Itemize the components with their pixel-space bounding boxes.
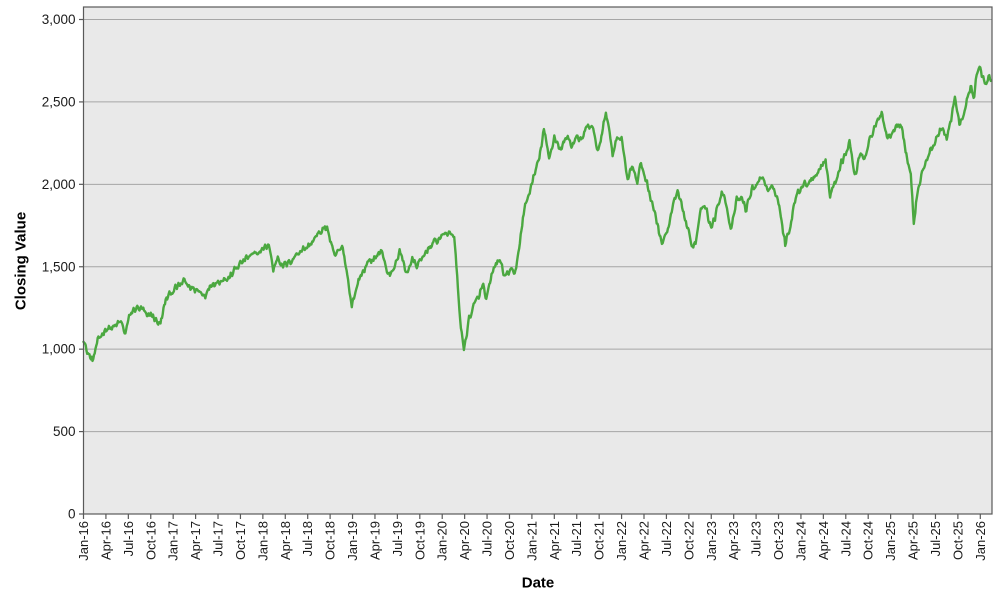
x-tick-label: Oct-19 xyxy=(412,521,427,560)
x-tick-label: Apr-18 xyxy=(278,521,293,560)
x-tick-label: Oct-25 xyxy=(950,521,965,560)
x-tick-label: Jan-19 xyxy=(345,521,360,561)
y-axis-title: Closing Value xyxy=(12,211,30,311)
y-tick-label: 2,000 xyxy=(42,177,76,192)
x-tick-label: Jan-17 xyxy=(166,521,181,561)
x-tick-label: Oct-20 xyxy=(502,521,517,560)
x-tick-label: Jan-18 xyxy=(255,521,270,561)
x-tick-label: Apr-21 xyxy=(547,521,562,560)
y-tick-label: 2,500 xyxy=(42,94,76,109)
x-tick-label: Jul-19 xyxy=(390,521,405,556)
x-tick-label: Apr-17 xyxy=(188,521,203,560)
x-tick-label: Jan-16 xyxy=(76,521,91,561)
x-tick-label: Oct-16 xyxy=(143,521,158,560)
x-tick-label: Jul-18 xyxy=(300,521,315,556)
x-tick-label: Jan-21 xyxy=(524,521,539,561)
x-tick-label: Jul-17 xyxy=(211,521,226,556)
x-tick-label: Oct-22 xyxy=(681,521,696,560)
x-tick-label: Jul-22 xyxy=(659,521,674,556)
x-tick-label: Oct-21 xyxy=(592,521,607,560)
y-tick-label: 1,000 xyxy=(42,342,76,357)
x-tick-label: Apr-23 xyxy=(726,521,741,560)
x-tick-label: Apr-20 xyxy=(457,521,472,560)
x-tick-label: Jan-20 xyxy=(435,521,450,561)
y-tick-label: 500 xyxy=(53,424,76,439)
y-tick-label: 0 xyxy=(68,507,76,522)
x-tick-label: Jan-26 xyxy=(973,521,988,561)
x-tick-label: Jul-25 xyxy=(928,521,943,556)
x-tick-label: Jan-23 xyxy=(704,521,719,561)
plot-area-background xyxy=(83,7,992,514)
x-tick-label: Jan-22 xyxy=(614,521,629,561)
x-tick-label: Apr-22 xyxy=(637,521,652,560)
x-axis-title: Date xyxy=(521,574,555,592)
x-tick-label: Jul-24 xyxy=(838,521,853,556)
x-tick-label: Apr-19 xyxy=(367,521,382,560)
y-tick-label: 1,500 xyxy=(42,259,76,274)
x-tick-label: Jul-23 xyxy=(749,521,764,556)
x-tick-label: Apr-24 xyxy=(816,521,831,560)
x-tick-label: Oct-18 xyxy=(323,521,338,560)
x-tick-label: Apr-16 xyxy=(98,521,113,560)
x-tick-label: Apr-25 xyxy=(906,521,921,560)
x-tick-label: Jul-16 xyxy=(121,521,136,556)
x-tick-label: Oct-23 xyxy=(771,521,786,560)
y-tick-label: 3,000 xyxy=(42,12,76,27)
x-tick-label: Jul-20 xyxy=(480,521,495,556)
x-tick-label: Jan-24 xyxy=(793,521,808,561)
x-tick-label: Jan-25 xyxy=(883,521,898,561)
plot-border xyxy=(82,6,993,515)
x-tick-label: Oct-24 xyxy=(861,521,876,560)
x-tick-label: Jul-21 xyxy=(569,521,584,556)
x-tick-label: Oct-17 xyxy=(233,521,248,560)
closing-value-series-line xyxy=(82,65,992,363)
